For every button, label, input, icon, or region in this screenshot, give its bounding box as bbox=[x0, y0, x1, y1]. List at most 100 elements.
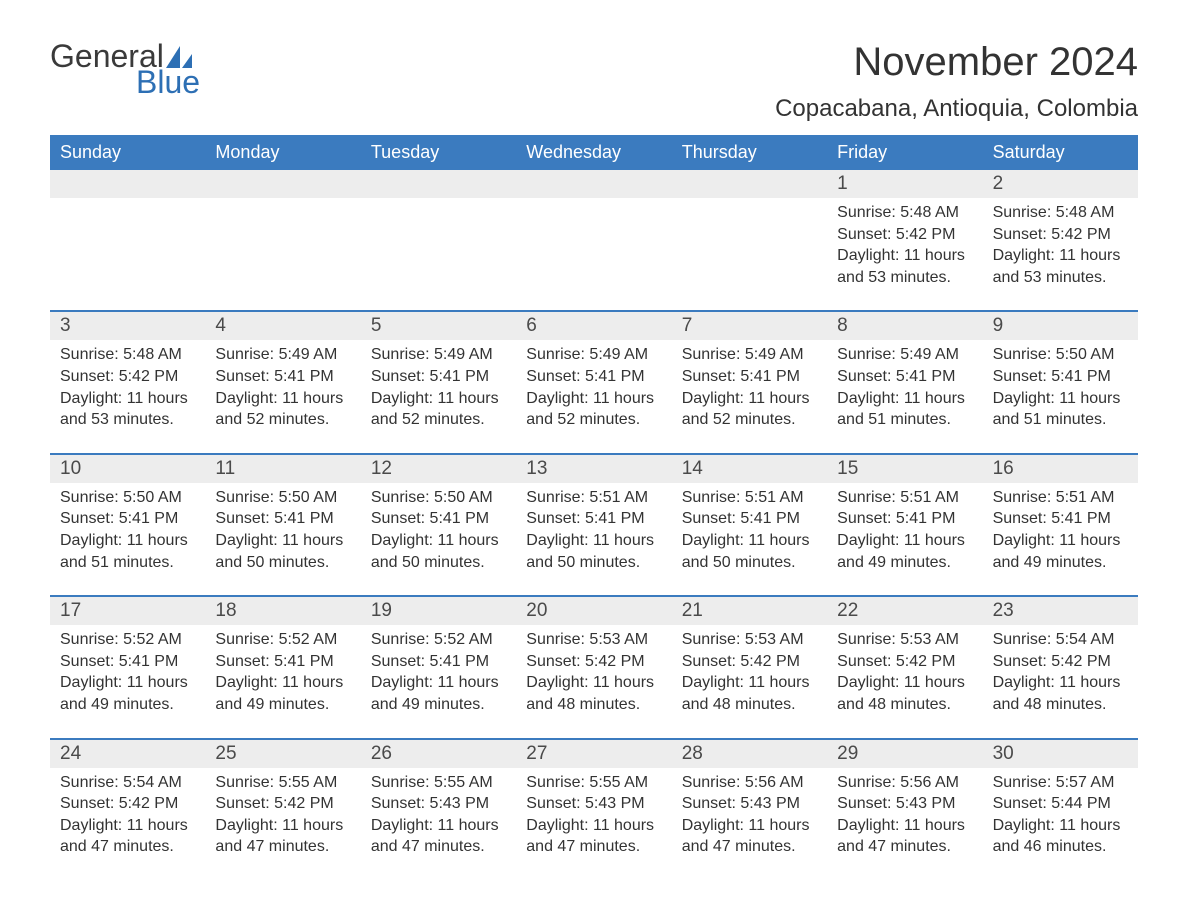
day-number: 22 bbox=[827, 597, 982, 625]
daylight-text: Daylight: 11 hours and 52 minutes. bbox=[371, 388, 506, 431]
daylight-text: Daylight: 11 hours and 46 minutes. bbox=[993, 815, 1128, 858]
logo-text-blue: Blue bbox=[136, 66, 200, 98]
sunrise-text: Sunrise: 5:53 AM bbox=[837, 629, 972, 651]
day-of-week-label: Saturday bbox=[983, 135, 1138, 170]
day-number: 9 bbox=[983, 312, 1138, 340]
daylight-text: Daylight: 11 hours and 51 minutes. bbox=[60, 530, 195, 573]
day-number: 14 bbox=[672, 455, 827, 483]
day-cell: Sunrise: 5:53 AMSunset: 5:42 PMDaylight:… bbox=[672, 625, 827, 737]
sunset-text: Sunset: 5:42 PM bbox=[215, 793, 350, 815]
daylight-text: Daylight: 11 hours and 48 minutes. bbox=[993, 672, 1128, 715]
sunset-text: Sunset: 5:41 PM bbox=[526, 508, 661, 530]
day-number: 19 bbox=[361, 597, 516, 625]
sunset-text: Sunset: 5:41 PM bbox=[682, 366, 817, 388]
sunrise-text: Sunrise: 5:50 AM bbox=[60, 487, 195, 509]
daylight-text: Daylight: 11 hours and 48 minutes. bbox=[682, 672, 817, 715]
sunset-text: Sunset: 5:42 PM bbox=[837, 224, 972, 246]
day-number: 30 bbox=[983, 740, 1138, 768]
day-cell: Sunrise: 5:51 AMSunset: 5:41 PMDaylight:… bbox=[827, 483, 982, 595]
calendar-week: 24252627282930Sunrise: 5:54 AMSunset: 5:… bbox=[50, 738, 1138, 880]
sunrise-text: Sunrise: 5:51 AM bbox=[526, 487, 661, 509]
sunset-text: Sunset: 5:42 PM bbox=[837, 651, 972, 673]
day-cell: Sunrise: 5:50 AMSunset: 5:41 PMDaylight:… bbox=[205, 483, 360, 595]
daylight-text: Daylight: 11 hours and 49 minutes. bbox=[993, 530, 1128, 573]
day-number-row: 17181920212223 bbox=[50, 597, 1138, 625]
daylight-text: Daylight: 11 hours and 53 minutes. bbox=[837, 245, 972, 288]
day-cell: Sunrise: 5:48 AMSunset: 5:42 PMDaylight:… bbox=[827, 198, 982, 310]
sunrise-text: Sunrise: 5:49 AM bbox=[526, 344, 661, 366]
sunrise-text: Sunrise: 5:50 AM bbox=[215, 487, 350, 509]
sunset-text: Sunset: 5:42 PM bbox=[993, 651, 1128, 673]
day-number: 17 bbox=[50, 597, 205, 625]
daylight-text: Daylight: 11 hours and 52 minutes. bbox=[215, 388, 350, 431]
day-number: 25 bbox=[205, 740, 360, 768]
daylight-text: Daylight: 11 hours and 49 minutes. bbox=[837, 530, 972, 573]
day-cell: Sunrise: 5:51 AMSunset: 5:41 PMDaylight:… bbox=[672, 483, 827, 595]
calendar-week: 10111213141516Sunrise: 5:50 AMSunset: 5:… bbox=[50, 453, 1138, 595]
day-cell: Sunrise: 5:53 AMSunset: 5:42 PMDaylight:… bbox=[827, 625, 982, 737]
day-number: 3 bbox=[50, 312, 205, 340]
sunset-text: Sunset: 5:42 PM bbox=[60, 366, 195, 388]
sunset-text: Sunset: 5:41 PM bbox=[993, 366, 1128, 388]
day-number bbox=[672, 170, 827, 198]
sunrise-text: Sunrise: 5:51 AM bbox=[993, 487, 1128, 509]
sunset-text: Sunset: 5:41 PM bbox=[215, 651, 350, 673]
day-of-week-label: Monday bbox=[205, 135, 360, 170]
sunset-text: Sunset: 5:41 PM bbox=[837, 508, 972, 530]
daylight-text: Daylight: 11 hours and 52 minutes. bbox=[526, 388, 661, 431]
day-of-week-label: Tuesday bbox=[361, 135, 516, 170]
day-of-week-label: Wednesday bbox=[516, 135, 671, 170]
day-cell: Sunrise: 5:54 AMSunset: 5:42 PMDaylight:… bbox=[983, 625, 1138, 737]
daylight-text: Daylight: 11 hours and 50 minutes. bbox=[371, 530, 506, 573]
sunrise-text: Sunrise: 5:52 AM bbox=[371, 629, 506, 651]
day-number-row: 10111213141516 bbox=[50, 455, 1138, 483]
day-cell: Sunrise: 5:57 AMSunset: 5:44 PMDaylight:… bbox=[983, 768, 1138, 880]
day-number: 5 bbox=[361, 312, 516, 340]
sunset-text: Sunset: 5:41 PM bbox=[60, 508, 195, 530]
sunset-text: Sunset: 5:41 PM bbox=[526, 366, 661, 388]
day-cell: Sunrise: 5:51 AMSunset: 5:41 PMDaylight:… bbox=[516, 483, 671, 595]
day-number: 18 bbox=[205, 597, 360, 625]
sunset-text: Sunset: 5:42 PM bbox=[526, 651, 661, 673]
day-cell: Sunrise: 5:50 AMSunset: 5:41 PMDaylight:… bbox=[361, 483, 516, 595]
sunrise-text: Sunrise: 5:50 AM bbox=[371, 487, 506, 509]
day-of-week-label: Friday bbox=[827, 135, 982, 170]
day-cell: Sunrise: 5:49 AMSunset: 5:41 PMDaylight:… bbox=[516, 340, 671, 452]
day-number: 20 bbox=[516, 597, 671, 625]
daylight-text: Daylight: 11 hours and 47 minutes. bbox=[837, 815, 972, 858]
day-number: 16 bbox=[983, 455, 1138, 483]
sunset-text: Sunset: 5:41 PM bbox=[215, 366, 350, 388]
day-number bbox=[516, 170, 671, 198]
day-number bbox=[205, 170, 360, 198]
day-number: 29 bbox=[827, 740, 982, 768]
daylight-text: Daylight: 11 hours and 47 minutes. bbox=[526, 815, 661, 858]
sunset-text: Sunset: 5:41 PM bbox=[371, 366, 506, 388]
day-cell: Sunrise: 5:52 AMSunset: 5:41 PMDaylight:… bbox=[361, 625, 516, 737]
daylight-text: Daylight: 11 hours and 53 minutes. bbox=[993, 245, 1128, 288]
calendar: SundayMondayTuesdayWednesdayThursdayFrid… bbox=[50, 135, 1138, 880]
sunset-text: Sunset: 5:41 PM bbox=[215, 508, 350, 530]
day-cell: Sunrise: 5:50 AMSunset: 5:41 PMDaylight:… bbox=[50, 483, 205, 595]
daylight-text: Daylight: 11 hours and 48 minutes. bbox=[526, 672, 661, 715]
daylight-text: Daylight: 11 hours and 51 minutes. bbox=[837, 388, 972, 431]
day-cell: Sunrise: 5:49 AMSunset: 5:41 PMDaylight:… bbox=[827, 340, 982, 452]
sunrise-text: Sunrise: 5:55 AM bbox=[371, 772, 506, 794]
day-of-week-label: Sunday bbox=[50, 135, 205, 170]
sunset-text: Sunset: 5:41 PM bbox=[371, 508, 506, 530]
daylight-text: Daylight: 11 hours and 47 minutes. bbox=[215, 815, 350, 858]
day-number: 26 bbox=[361, 740, 516, 768]
sunset-text: Sunset: 5:41 PM bbox=[371, 651, 506, 673]
sunset-text: Sunset: 5:43 PM bbox=[371, 793, 506, 815]
day-number: 23 bbox=[983, 597, 1138, 625]
day-number: 8 bbox=[827, 312, 982, 340]
location-subtitle: Copacabana, Antioquia, Colombia bbox=[775, 95, 1138, 123]
daylight-text: Daylight: 11 hours and 52 minutes. bbox=[682, 388, 817, 431]
daylight-text: Daylight: 11 hours and 49 minutes. bbox=[60, 672, 195, 715]
sunset-text: Sunset: 5:42 PM bbox=[682, 651, 817, 673]
calendar-week: 12Sunrise: 5:48 AMSunset: 5:42 PMDayligh… bbox=[50, 170, 1138, 310]
day-number: 12 bbox=[361, 455, 516, 483]
day-cell: Sunrise: 5:56 AMSunset: 5:43 PMDaylight:… bbox=[672, 768, 827, 880]
sunrise-text: Sunrise: 5:52 AM bbox=[60, 629, 195, 651]
calendar-week: 3456789Sunrise: 5:48 AMSunset: 5:42 PMDa… bbox=[50, 310, 1138, 452]
sunrise-text: Sunrise: 5:52 AM bbox=[215, 629, 350, 651]
